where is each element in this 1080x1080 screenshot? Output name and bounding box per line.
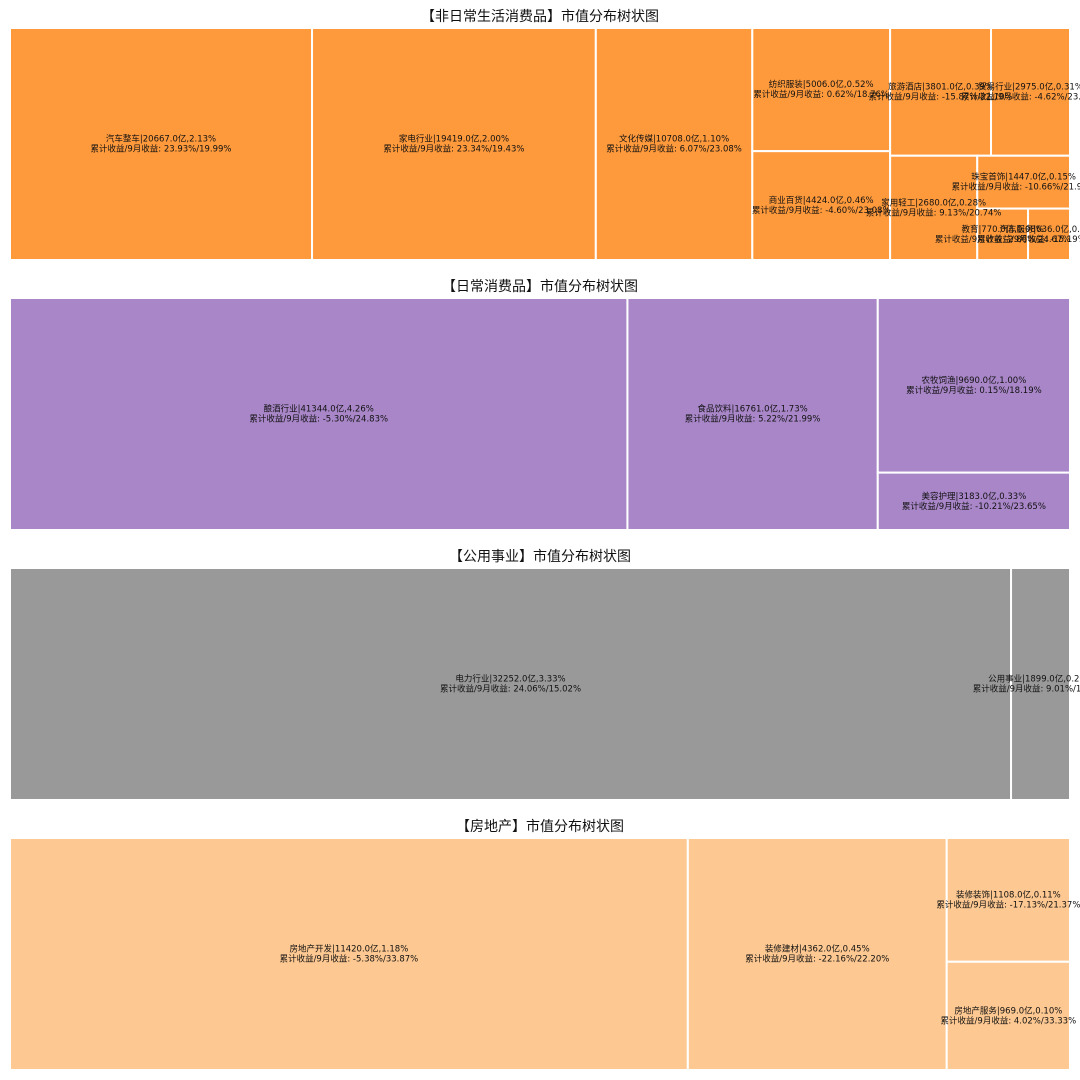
cell-label: 装修建材|4362.0亿,0.45% [765,944,870,955]
treemap-cell [889,27,993,157]
chart-title: 【非日常生活消费品】市值分布树状图 [421,8,659,25]
treemap-cell [1010,567,1072,801]
cell-detail: 累计收益/9月收益: 9.01%/17.12% [973,684,1080,695]
cell-detail: 累计收益/9月收益: 4.02%/33.33% [941,1015,1077,1026]
cell-detail: 累计收益/9月收益: -15.87%/22.10% [869,91,1013,102]
cell-label: 汽车整车|20667.0亿,2.13% [106,134,216,145]
treemap-cell [876,471,1071,531]
treemap-cell [9,567,1013,801]
cell-detail: 累计收益/9月收益: 9.13%/20.74% [866,207,1002,218]
cell-detail: 累计收益/9月收益: 23.34%/19.43% [383,144,524,155]
chart-title: 【房地产】市值分布树状图 [456,818,624,835]
cell-detail: 累计收益/9月收益: 23.93%/19.99% [90,144,231,155]
cell-detail: 累计收益/9月收益: 2.86%/24.67% [935,234,1071,245]
treemap-cell [889,154,979,262]
treemap-cell [876,297,1071,474]
treemap-cell [945,837,1072,963]
treemap-cell [751,150,892,261]
cell-detail: 累计收益/9月收益: -5.38%/33.87% [280,954,419,965]
cell-detail: 累计收益/9月收益: 24.06%/15.02% [440,684,581,695]
treemap-cell [626,297,879,531]
cell-detail: 累计收益/9月收益: 0.15%/18.19% [906,385,1042,396]
cell-label: 旅游酒店|3801.0亿,0.39% [888,81,993,92]
cell-label: 汽车服务|636.0亿,0.07% [999,224,1080,235]
treemap-cell [9,27,314,261]
cell-label: 商业百货|4424.0亿,0.46% [769,195,874,206]
cell-detail: 累计收益/9月收益: -4.60%/23.08% [752,205,891,216]
cell-label: 房地产开发|11420.0亿,1.18% [290,944,409,955]
cell-label: 家电行业|19419.0亿,2.00% [399,134,509,145]
cell-label: 珠宝首饰|1447.0亿,0.15% [971,172,1076,183]
cell-label: 房地产服务|969.0亿,0.10% [954,1005,1062,1016]
treemap-cell [9,297,629,531]
cell-label: 酿酒行业|41344.0亿,4.26% [264,404,374,415]
cell-detail: 累计收益/9月收益: -10.21%/23.65% [902,501,1046,512]
cell-label: 装修装饰|1108.0亿,0.11% [956,889,1061,900]
cell-detail: 累计收益/9月收益: -4.62%/23.56% [961,91,1080,102]
treemap-cell [945,960,1072,1071]
cell-detail: 累计收益/9月收益: -22.16%/22.20% [745,954,889,965]
chart-title: 【公用事业】市值分布树状图 [449,548,631,565]
cell-detail: 累计收益/9月收益: 5.22%/21.99% [685,414,821,425]
treemap-cell [9,837,689,1071]
cell-detail: 累计收益/9月收益: -10.66%/21.96% [952,182,1080,193]
cell-label: 农牧饲渔|9690.0亿,1.00% [921,375,1026,386]
treemap-cell [311,27,597,261]
cell-detail: 累计收益/9月收益: -5.30%/24.83% [249,414,388,425]
chart-title: 【日常消费品】市值分布树状图 [442,278,638,295]
cell-detail: 累计收益/9月收益: 6.07%/23.08% [606,144,742,155]
cell-label: 公用事业|1899.0亿,0.20% [988,674,1080,685]
cell-label: 美容护理|3183.0亿,0.33% [921,491,1026,502]
cell-detail: 累计收益/9月收益: -15.19%/21.95% [977,234,1080,245]
cell-label: 家用轻工|2680.0亿,0.28% [881,197,986,208]
cell-label: 文化传媒|10708.0亿,1.10% [619,134,729,145]
cell-detail: 累计收益/9月收益: 0.62%/18.76% [753,89,889,100]
cell-label: 贸易行业|2975.0亿,0.31% [978,81,1080,92]
cell-detail: 累计收益/9月收益: -17.13%/21.37% [936,899,1080,910]
cell-label: 食品饮料|16761.0亿,1.73% [697,404,807,415]
treemap-cell [594,27,754,261]
cell-label: 纺织服装|5006.0亿,0.52% [769,79,874,90]
treemap-cell [1027,207,1071,261]
treemap-cell [976,207,1030,261]
cell-label: 电力行业|32252.0亿,3.33% [455,674,565,685]
treemap-cell [751,27,892,153]
cell-label: 教育|770.0亿,0.08% [961,224,1043,235]
